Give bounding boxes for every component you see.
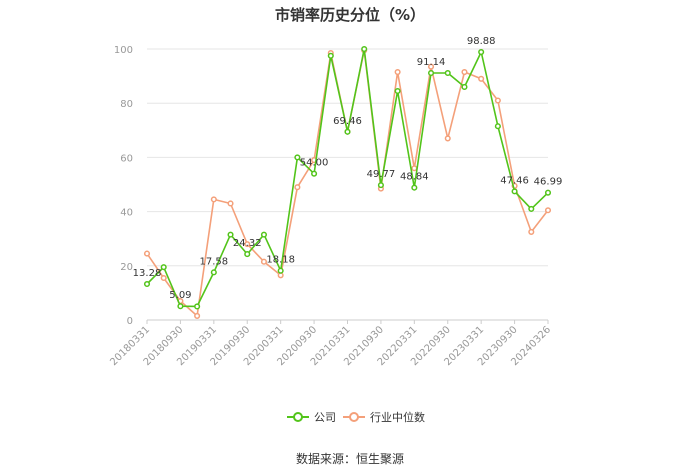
- data-label: 54.00: [300, 158, 329, 169]
- data-point-company: [494, 123, 501, 130]
- chart-legend: 公司 行业中位数: [0, 409, 700, 425]
- data-point-company: [478, 48, 485, 56]
- data-point-industry-median: [461, 68, 468, 76]
- data-point-industry-median: [528, 228, 535, 235]
- data-point-company: [411, 184, 418, 191]
- data-label: 24.32: [233, 238, 262, 249]
- data-point-company: [344, 128, 351, 135]
- data-label: 46.99: [534, 177, 563, 188]
- data-point-industry-median: [194, 312, 201, 319]
- data-label: 5.09: [169, 290, 191, 301]
- data-label: 48.84: [400, 172, 429, 183]
- data-point-company: [277, 267, 284, 274]
- data-point-industry-median: [260, 258, 268, 265]
- data-point-industry-median: [494, 97, 501, 104]
- data-label: 17.58: [200, 256, 229, 267]
- data-point-company: [327, 52, 334, 59]
- y-tick-label: 100: [114, 45, 133, 56]
- legend-item-company[interactable]: 公司: [287, 409, 336, 425]
- y-tick-label: 20: [120, 262, 133, 273]
- data-point-industry-median: [227, 200, 234, 207]
- y-tick-label: 40: [120, 208, 133, 219]
- data-point-industry-median: [444, 135, 451, 142]
- legend-swatch-company: [287, 412, 309, 422]
- y-tick-label: 0: [127, 316, 133, 327]
- data-point-company: [427, 69, 435, 77]
- data-point-company: [377, 182, 384, 189]
- data-label: 13.28: [133, 268, 162, 279]
- data-point-industry-median: [210, 196, 217, 203]
- y-tick-label: 80: [120, 99, 133, 110]
- legend-label-company: 公司: [314, 411, 336, 424]
- data-label: 91.14: [417, 57, 446, 68]
- data-label: 18.18: [266, 255, 295, 266]
- data-point-company: [461, 83, 468, 90]
- data-point-company: [210, 269, 217, 276]
- data-point-company: [294, 154, 301, 161]
- data-point-industry-median: [544, 207, 552, 214]
- data-point-company: [544, 189, 552, 196]
- data-point-industry-median: [478, 75, 485, 82]
- legend-swatch-industry-median: [343, 412, 365, 422]
- data-point-company: [361, 45, 368, 53]
- data-label: 98.88: [467, 36, 496, 47]
- data-point-company: [394, 87, 401, 95]
- data-point-company: [143, 280, 151, 288]
- data-point-company: [177, 303, 184, 310]
- data-point-industry-median: [394, 68, 401, 76]
- chart-title: 市销率历史分位（%）: [274, 6, 426, 24]
- data-point-industry-median: [143, 250, 151, 257]
- data-point-industry-median: [411, 165, 418, 172]
- data-point-company: [528, 205, 535, 212]
- data-label: 69.46: [333, 116, 362, 127]
- data-point-company: [444, 69, 451, 77]
- data-point-company: [160, 264, 167, 271]
- data-point-company: [311, 170, 318, 177]
- data-point-company: [194, 303, 201, 310]
- line-chart: 0204060801002018033120180930201903312019…: [108, 36, 563, 368]
- data-point-company: [511, 188, 518, 195]
- data-label: 49.77: [367, 169, 396, 180]
- legend-item-industry-median[interactable]: 行业中位数: [343, 409, 425, 425]
- data-point-company: [227, 231, 234, 238]
- data-point-company: [260, 231, 268, 238]
- data-point-industry-median: [427, 63, 435, 70]
- data-label: 47.46: [500, 175, 529, 186]
- data-point-industry-median: [160, 274, 167, 282]
- y-tick-label: 60: [120, 153, 133, 164]
- data-point-industry-median: [294, 184, 301, 191]
- data-source: 数据来源：恒生聚源: [295, 452, 404, 466]
- legend-label-industry-median: 行业中位数: [370, 411, 425, 424]
- data-point-company: [244, 251, 251, 258]
- data-point-industry-median: [244, 241, 251, 248]
- series-line-industry-median: [146, 49, 549, 317]
